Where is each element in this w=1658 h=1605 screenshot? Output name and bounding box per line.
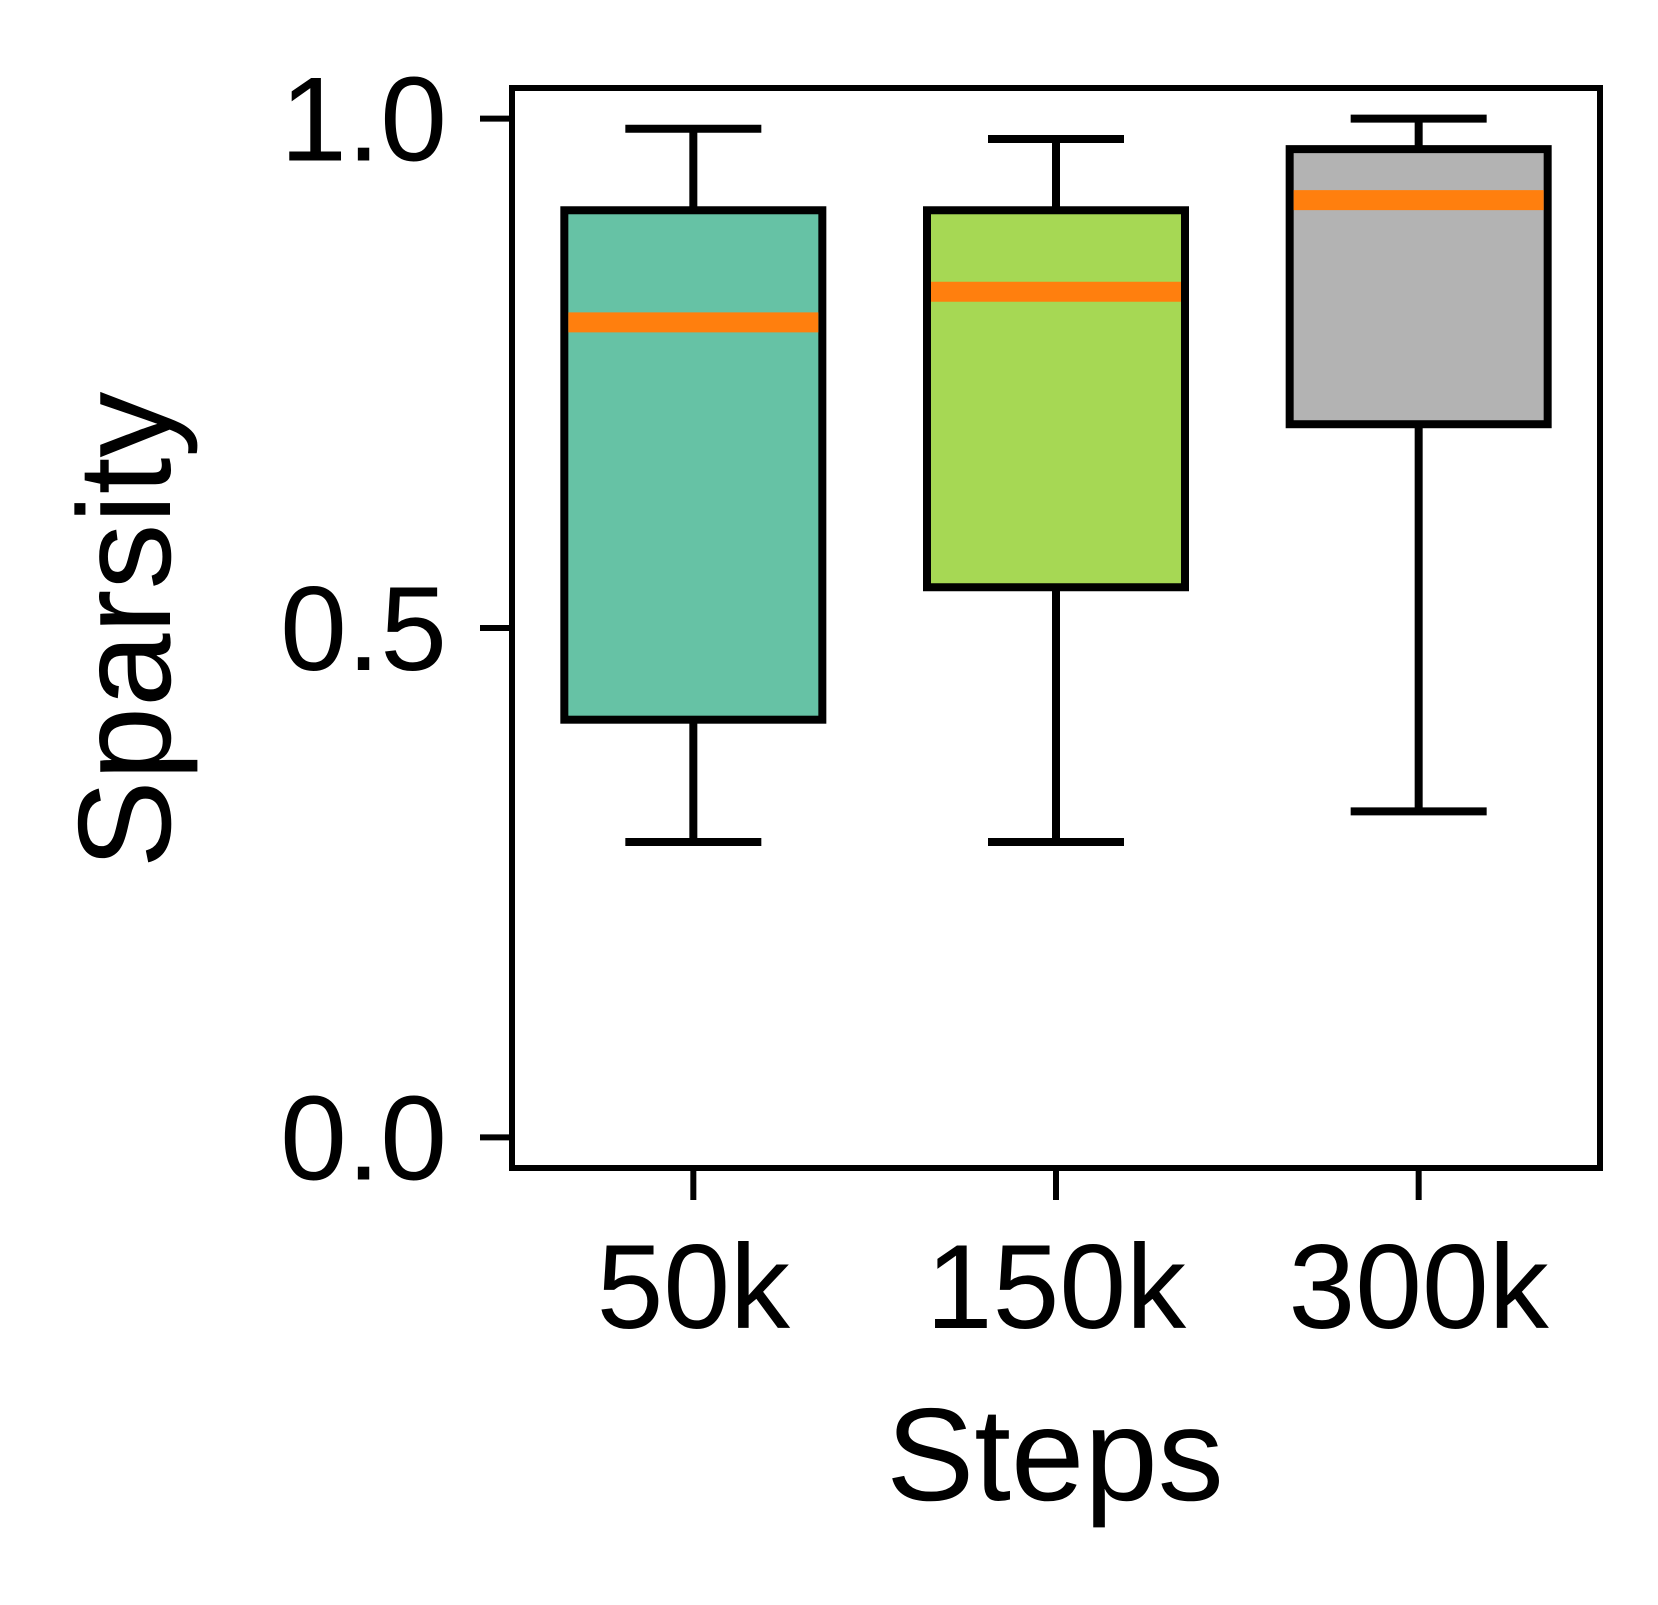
box-50k [560, 206, 827, 724]
box-group-50k [560, 124, 827, 846]
plot-frame [509, 85, 1603, 1171]
x-tick-label-300k: 300k [1289, 1220, 1550, 1354]
y-axis-title: Sparsity [51, 392, 198, 869]
x-axis-title: Steps [886, 1381, 1224, 1528]
axis-layer: 50k 150k 300k 0.0 0.5 1.0 [280, 53, 1603, 1354]
x-tick-label-50k: 50k [597, 1220, 791, 1354]
y-tick-label-0.5: 0.5 [280, 562, 447, 696]
box-group-300k [1285, 114, 1552, 816]
y-tick-label-1.0: 1.0 [280, 53, 447, 187]
x-tick-label-150k: 150k [926, 1220, 1187, 1354]
y-tick-label-0.0: 0.0 [280, 1071, 447, 1205]
boxes-layer [560, 114, 1552, 846]
box-group-150k [923, 134, 1189, 846]
box-150k [923, 206, 1189, 592]
